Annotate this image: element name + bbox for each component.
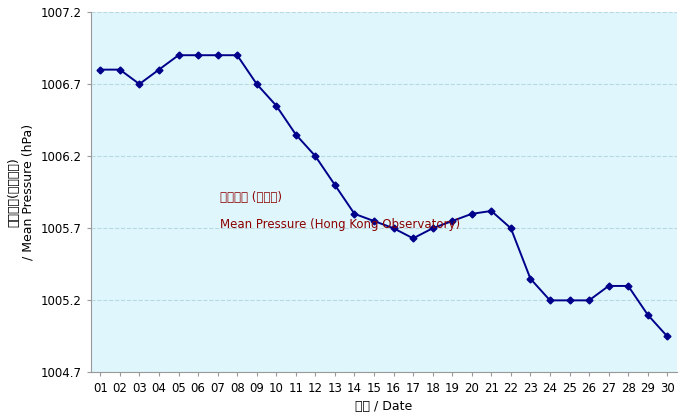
Text: 平均氣壓 (天文台): 平均氣壓 (天文台) <box>220 191 282 204</box>
X-axis label: 日期 / Date: 日期 / Date <box>355 400 412 413</box>
Y-axis label: 平均氣壓(百帕斯卡)
/ Mean Pressure (hPa): 平均氣壓(百帕斯卡) / Mean Pressure (hPa) <box>7 124 35 260</box>
Text: Mean Pressure (Hong Kong Observatory): Mean Pressure (Hong Kong Observatory) <box>220 218 460 231</box>
